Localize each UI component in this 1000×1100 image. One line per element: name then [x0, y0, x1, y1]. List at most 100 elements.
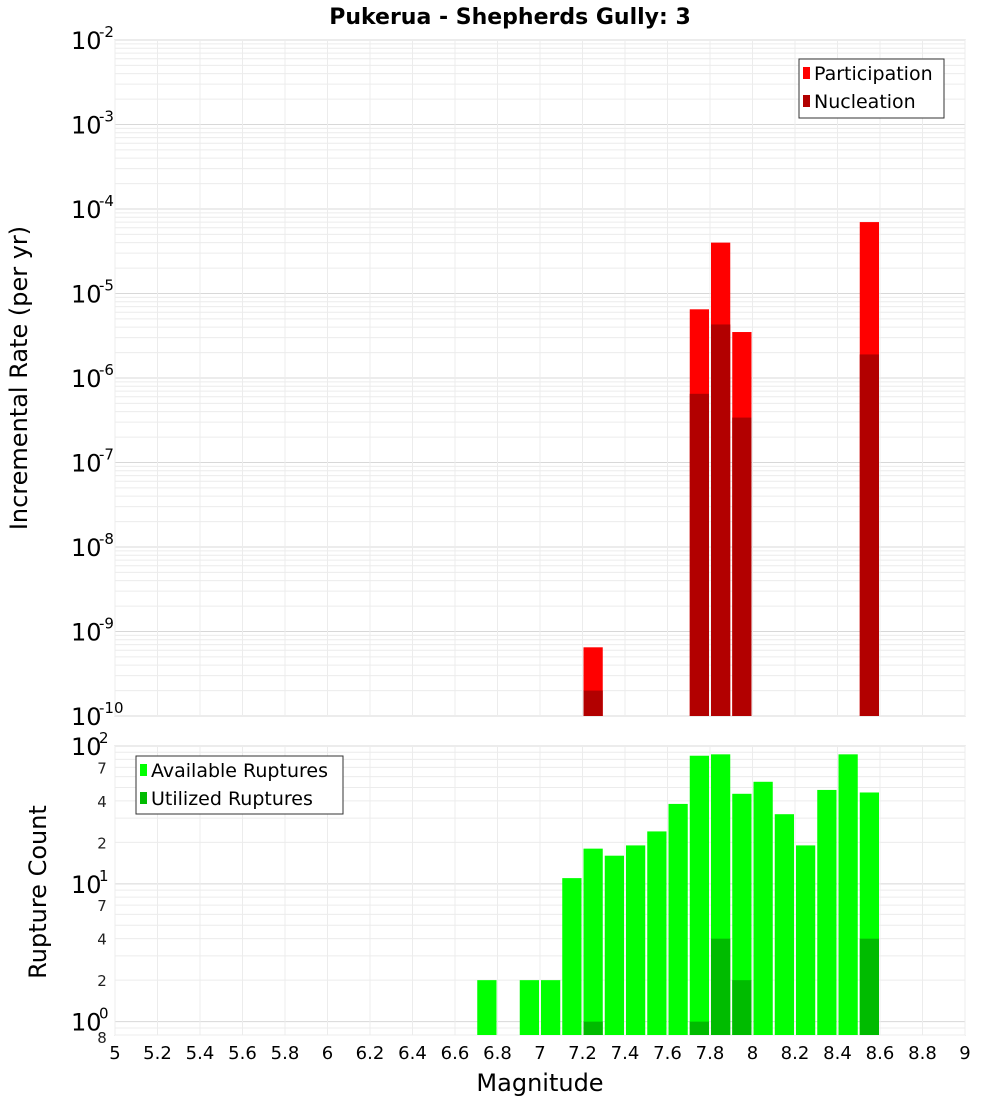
- x-tick-label: 8: [747, 1043, 758, 1064]
- count-bar-utilized-ruptures: [859, 938, 879, 1035]
- count-y-tick-base: 10: [71, 871, 102, 899]
- count-bar-available-ruptures: [519, 980, 539, 1035]
- rate-bar-nucleation: [732, 417, 752, 716]
- rate-y-tick-exponent: -4: [99, 192, 114, 210]
- count-bar-available-ruptures: [583, 848, 603, 1035]
- x-tick-label: 5.6: [228, 1043, 257, 1064]
- count-bar-available-ruptures: [796, 845, 816, 1035]
- x-tick-label: 7.2: [568, 1043, 597, 1064]
- rate-plot-bars: [583, 222, 879, 717]
- rate-y-tick-base: 10: [71, 703, 102, 731]
- count-bar-utilized-ruptures: [689, 1021, 709, 1035]
- rate-y-tick-exponent: -8: [99, 530, 114, 548]
- count-bar-utilized-ruptures: [732, 980, 752, 1035]
- count-y-axis-label: Rupture Count: [24, 805, 52, 979]
- rate-y-tick-base: 10: [71, 27, 102, 55]
- rate-y-tick-base: 10: [71, 450, 102, 478]
- count-bar-available-ruptures: [562, 878, 582, 1035]
- count-y-tick-exponent: 1: [99, 867, 109, 885]
- x-tick-label: 6.2: [356, 1043, 385, 1064]
- rate-plot-panel: 10-210-310-410-510-610-710-810-910-10 In…: [5, 23, 966, 731]
- count-plot-x-ticks: 5 5.2 5.4 5.6 5.8 6 6.2 6.4 6.6 6.8 7 7.2 7.4 7.6 7.8 8…: [109, 1043, 970, 1064]
- count-y-tick-exponent: 0: [99, 1005, 109, 1023]
- count-y-minor-tick: 2: [97, 972, 107, 990]
- count-bar-utilized-ruptures: [711, 938, 731, 1035]
- utilized-ruptures-legend-label: Utilized Ruptures: [151, 788, 313, 810]
- nucleation-legend-swatch: [803, 95, 810, 107]
- count-bar-available-ruptures: [477, 980, 497, 1035]
- count-plot-bars: [477, 754, 879, 1035]
- count-bar-available-ruptures: [753, 781, 773, 1035]
- count-bar-available-ruptures: [668, 803, 688, 1035]
- x-tick-label: 5.2: [143, 1043, 172, 1064]
- rate-bar-nucleation: [583, 690, 603, 716]
- x-tick-label: 5.8: [271, 1043, 300, 1064]
- count-bar-available-ruptures: [626, 845, 646, 1035]
- count-y-minor-tick: 4: [97, 793, 107, 811]
- available-ruptures-legend-swatch: [140, 764, 147, 776]
- rate-y-tick-base: 10: [71, 112, 102, 140]
- rate-legend-box: [798, 58, 945, 119]
- rate-y-tick-exponent: -10: [99, 699, 124, 717]
- chart-title: Pukerua - Shepherds Gully: 3: [329, 5, 691, 30]
- count-bar-available-ruptures: [817, 789, 837, 1035]
- participation-legend-label: Participation: [814, 63, 933, 85]
- rate-bar-nucleation: [711, 324, 731, 716]
- rate-y-tick-base: 10: [71, 619, 102, 647]
- count-y-minor-tick: 8: [97, 1029, 107, 1047]
- x-tick-label: 7: [534, 1043, 545, 1064]
- x-tick-label: 7.6: [653, 1043, 682, 1064]
- x-tick-label: 6.4: [398, 1043, 427, 1064]
- rate-y-tick-base: 10: [71, 196, 102, 224]
- rate-y-tick-exponent: -6: [99, 361, 114, 379]
- x-tick-label: 6.8: [483, 1043, 512, 1064]
- rate-y-tick-exponent: -9: [99, 615, 114, 633]
- rate-y-axis-label: Incremental Rate (per yr): [5, 226, 33, 530]
- count-y-tick-exponent: 2: [99, 729, 109, 747]
- count-bar-available-ruptures: [838, 754, 858, 1035]
- count-bar-available-ruptures: [774, 814, 794, 1035]
- x-tick-label: 6: [322, 1043, 333, 1064]
- count-y-minor-tick: 4: [97, 931, 107, 949]
- x-tick-label: 6.6: [441, 1043, 470, 1064]
- participation-legend-swatch: [803, 67, 810, 79]
- rate-bar-nucleation: [689, 393, 709, 716]
- rate-y-tick-exponent: -3: [99, 108, 114, 126]
- x-tick-label: 8.6: [866, 1043, 895, 1064]
- count-bar-utilized-ruptures: [583, 1021, 603, 1035]
- x-tick-label: 5: [109, 1043, 120, 1064]
- x-tick-label: 9: [959, 1043, 970, 1064]
- x-tick-label: 7.8: [696, 1043, 725, 1064]
- count-y-minor-tick: 7: [97, 897, 107, 915]
- rate-y-tick-base: 10: [71, 534, 102, 562]
- count-legend: Available Ruptures Utilized Ruptures: [135, 755, 344, 815]
- nucleation-legend-label: Nucleation: [814, 91, 916, 113]
- x-tick-label: 8.8: [908, 1043, 937, 1064]
- count-bar-available-ruptures: [732, 793, 752, 1035]
- count-bar-available-ruptures: [647, 831, 667, 1035]
- rate-y-tick-base: 10: [71, 365, 102, 393]
- count-y-tick-base: 10: [71, 1009, 102, 1037]
- count-legend-box: [135, 755, 344, 815]
- rate-plot-gridlines: [114, 39, 966, 717]
- x-tick-label: 8.2: [781, 1043, 810, 1064]
- x-tick-label: 7.4: [611, 1043, 640, 1064]
- rate-y-tick-exponent: -2: [99, 23, 114, 41]
- available-ruptures-legend-label: Available Ruptures: [151, 760, 328, 782]
- count-bar-available-ruptures: [604, 855, 624, 1035]
- utilized-ruptures-legend-swatch: [140, 792, 147, 804]
- count-bar-available-ruptures: [689, 755, 709, 1035]
- count-y-minor-tick: 7: [97, 759, 107, 777]
- rate-bar-nucleation: [859, 354, 879, 716]
- rate-y-tick-base: 10: [71, 281, 102, 309]
- rate-legend: Participation Nucleation: [798, 58, 945, 119]
- count-bar-available-ruptures: [541, 980, 561, 1035]
- count-y-tick-base: 10: [71, 733, 102, 761]
- count-y-minor-tick: 2: [97, 834, 107, 852]
- x-axis-label: Magnitude: [476, 1069, 603, 1097]
- rate-y-tick-exponent: -5: [99, 277, 114, 295]
- rate-y-tick-exponent: -7: [99, 446, 114, 464]
